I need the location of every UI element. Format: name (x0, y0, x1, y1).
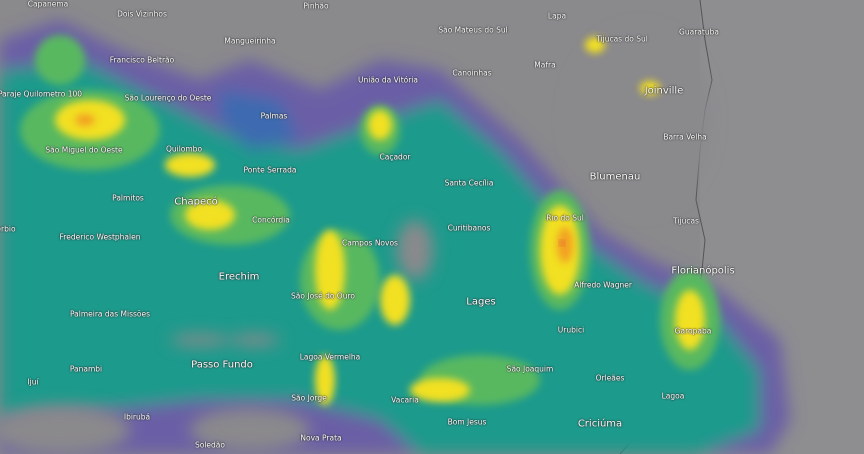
radar-layer (0, 20, 790, 454)
place-label: Bom Jesus (447, 417, 487, 427)
place-label: Chapecó (174, 196, 218, 208)
place-label: Criciúma (577, 418, 623, 430)
place-label: Palmas (260, 111, 288, 121)
place-label: Alfredo Wagner (574, 280, 632, 290)
place-label: Ponte Serrada (243, 165, 297, 175)
place-label: Quilombo (165, 144, 203, 154)
place-label: Pinhão (303, 1, 329, 11)
place-label: Lagoa Vermelha (299, 352, 361, 362)
place-label: Francisco Beltrão (109, 55, 175, 65)
place-label: Florianópolis (671, 265, 735, 277)
place-label: Palmitos (112, 193, 144, 203)
place-label: Passo Fundo (191, 359, 253, 371)
place-label: Guaratuba (679, 27, 719, 37)
place-label: Vacaria (391, 395, 419, 405)
place-label: Rio do Sul (546, 213, 584, 223)
place-label: São Mateus do Sul (438, 25, 508, 35)
place-label: Canoinhas (452, 68, 492, 78)
place-label: São Joaquim (506, 364, 554, 374)
place-label: São Jorge (291, 393, 327, 403)
place-label: Palmeira das Missões (69, 309, 151, 319)
place-label: Paraje Quilometro 100 (0, 89, 83, 99)
place-label: Lapa (547, 11, 567, 21)
place-label: Tijucas do Sul (596, 34, 648, 44)
place-label: Nova Prata (300, 433, 342, 443)
place-label: Capanema (27, 0, 69, 9)
place-label: Frederico Westphalen (59, 232, 141, 242)
place-label: Soledão (195, 440, 225, 450)
place-label: Concórdia (252, 215, 290, 225)
place-label: Garopaba (674, 326, 712, 336)
place-label: Barra Velha (663, 132, 707, 142)
place-label: Ijuí (27, 377, 39, 387)
place-label: Lages (466, 296, 496, 308)
place-label: Orleães (595, 373, 625, 383)
place-label: São José do Ouro (291, 291, 355, 301)
place-label: São Lourenço do Oeste (124, 93, 212, 103)
place-label: Erechim (218, 271, 260, 283)
place-label: Curitibanos (447, 223, 491, 233)
place-label: Panambi (69, 364, 103, 374)
place-label: erbio (0, 224, 16, 234)
place-label: Blumenau (589, 171, 641, 183)
place-label: Ibirubá (123, 412, 151, 422)
place-label: Santa Cecília (444, 178, 494, 188)
place-label: Lagoa (661, 391, 685, 401)
place-label: Tijucas (673, 216, 699, 226)
place-label: União da Vitória (358, 75, 418, 85)
place-label: Caçador (379, 152, 411, 162)
place-label: Dois Vizinhos (117, 9, 167, 19)
place-label: Mafra (534, 60, 556, 70)
place-label: Urubici (557, 325, 585, 335)
place-label: São Miguel do Oeste (45, 145, 123, 155)
place-label: Mangueirinha (224, 36, 276, 46)
place-label: Joinville (644, 85, 684, 97)
place-label: Campos Novos (342, 238, 398, 248)
